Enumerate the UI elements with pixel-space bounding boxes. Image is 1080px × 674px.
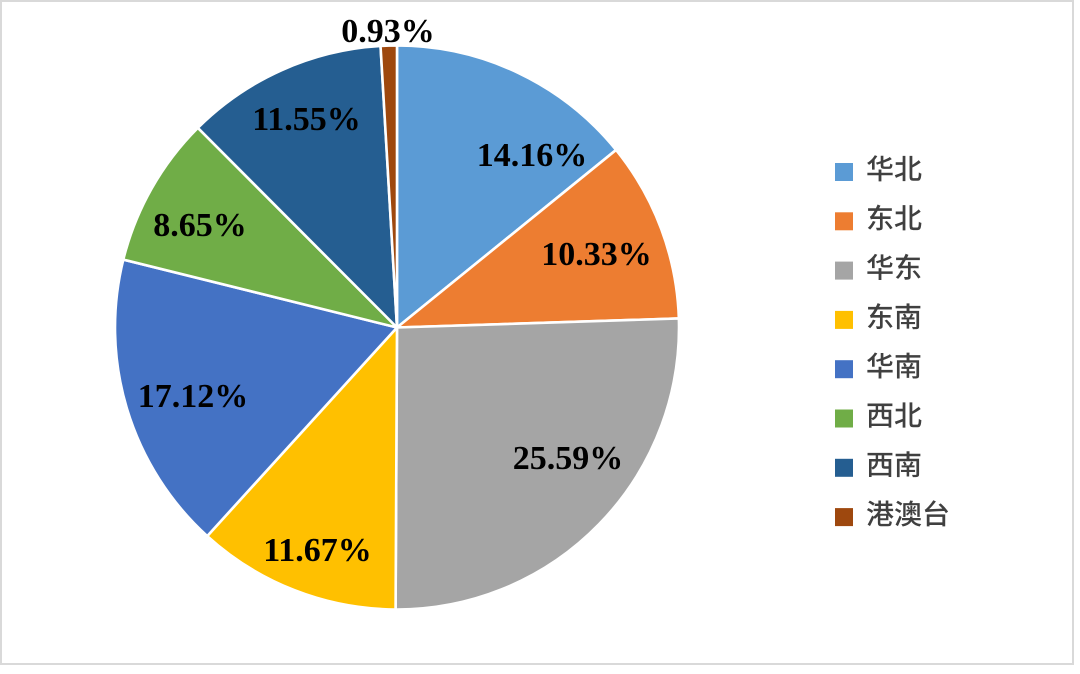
svg-text:25.59%: 25.59% [513, 440, 624, 477]
svg-text:11.67%: 11.67% [263, 532, 372, 569]
svg-text:10.33%: 10.33% [541, 236, 652, 273]
svg-text:14.16%: 14.16% [477, 137, 588, 174]
svg-text:11.55%: 11.55% [252, 101, 361, 138]
svg-text:17.12%: 17.12% [138, 378, 249, 415]
svg-text:0.93%: 0.93% [341, 13, 435, 50]
svg-text:8.65%: 8.65% [153, 207, 247, 244]
